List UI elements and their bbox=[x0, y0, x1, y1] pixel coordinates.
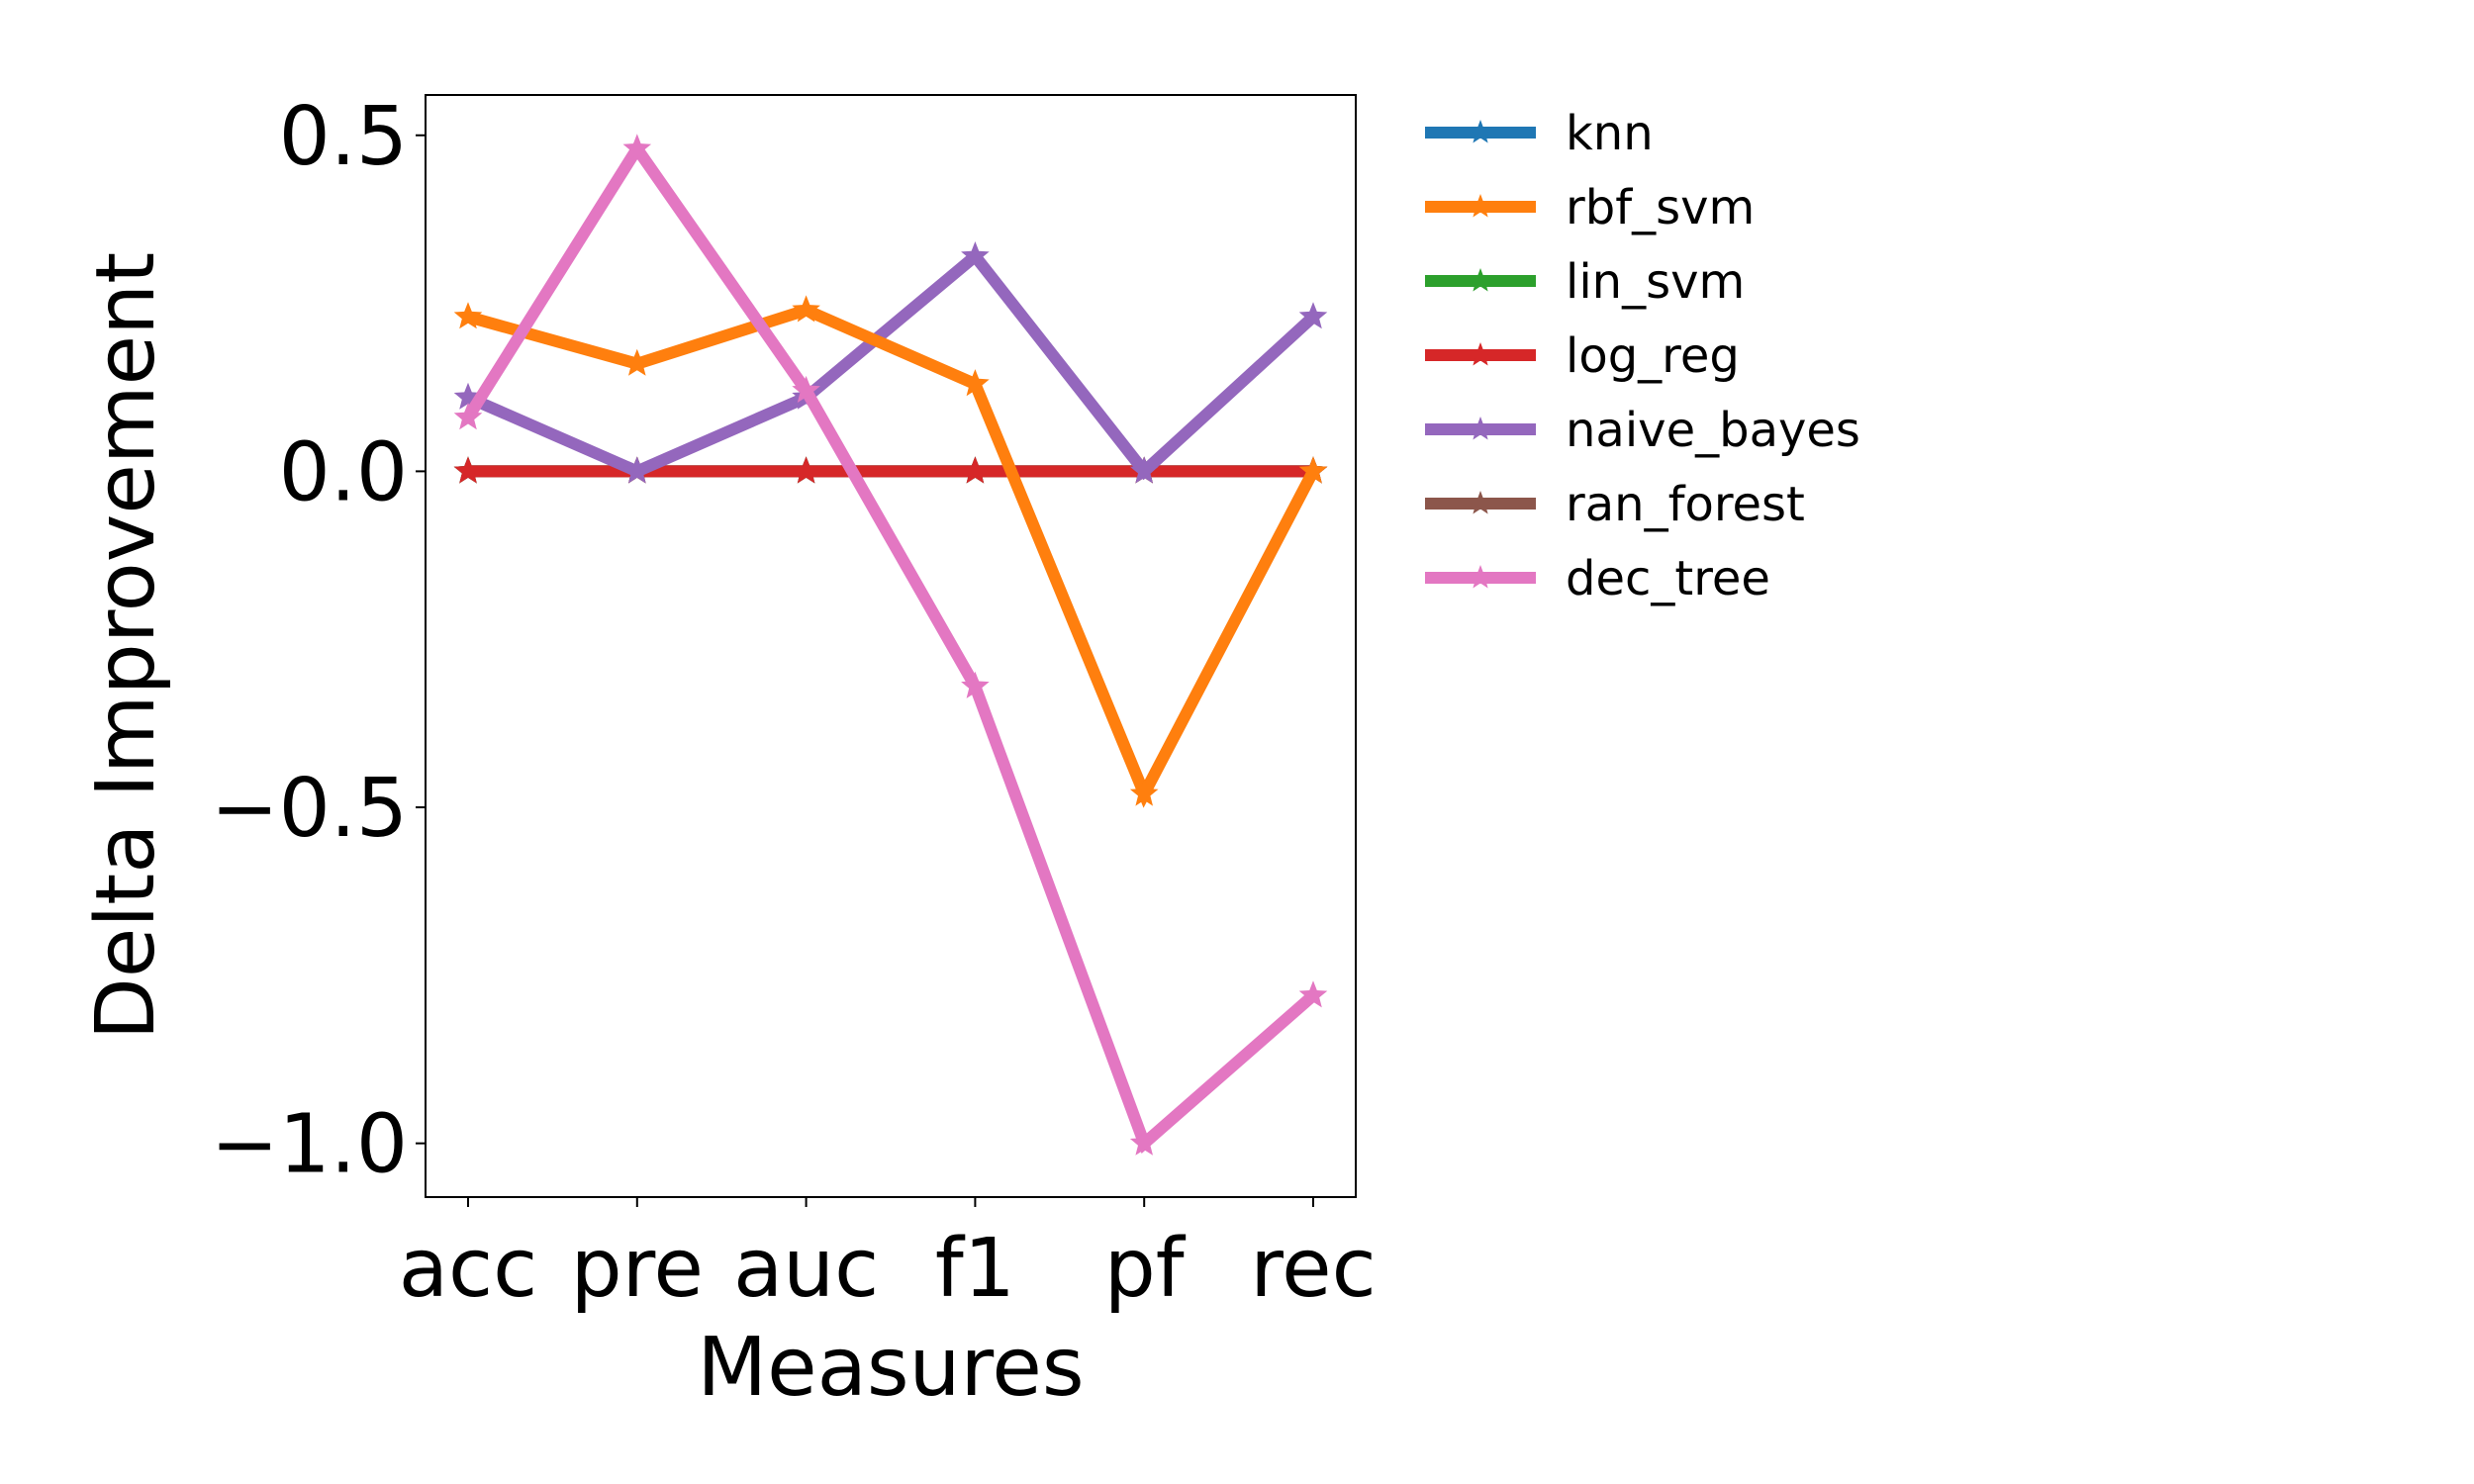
y-tick-label-3: −1.0 bbox=[211, 1098, 408, 1192]
series-line-dec_tree bbox=[462, 138, 1317, 1154]
series-line-naive_bayes bbox=[465, 247, 1318, 481]
point-rbf_svm-acc bbox=[453, 302, 483, 329]
y-ticks: 0.5 0.0 −0.5 −1.0 bbox=[211, 90, 426, 1192]
point-rbf_svm-rec bbox=[1298, 456, 1328, 484]
series-line-rbf_svm bbox=[466, 303, 1319, 808]
point-naive_bayes-acc bbox=[453, 382, 483, 410]
legend-marker-rbf_svm bbox=[1468, 194, 1493, 218]
point-dec_tree-rec bbox=[1298, 980, 1328, 1008]
x-tick-label-auc: auc bbox=[733, 1222, 879, 1316]
x-axis-label: Measures bbox=[697, 1321, 1084, 1415]
point-dec_tree-f1 bbox=[961, 671, 990, 698]
legend-label-knn: knn bbox=[1566, 106, 1654, 161]
point-rbf_svm-pf bbox=[1129, 779, 1159, 806]
point-dec_tree-auc bbox=[792, 375, 820, 403]
legend-marker-log_reg bbox=[1468, 342, 1493, 366]
y-tick-label-2: −0.5 bbox=[211, 762, 408, 856]
legend-label-rbf_svm: rbf_svm bbox=[1566, 180, 1755, 235]
point-log_reg-f1 bbox=[961, 456, 990, 484]
x-tick-label-acc: acc bbox=[399, 1222, 537, 1316]
plot-area bbox=[425, 94, 1357, 1198]
point-log_reg-acc bbox=[453, 456, 483, 484]
point-naive_bayes-pf bbox=[1129, 456, 1159, 484]
legend-label-lin_svm: lin_svm bbox=[1566, 254, 1745, 310]
x-tick-label-pre: pre bbox=[571, 1222, 704, 1316]
legend-marker-ran_forest bbox=[1468, 491, 1493, 514]
point-dec_tree-pre bbox=[622, 134, 652, 161]
legend-marker-lin_svm bbox=[1468, 268, 1493, 292]
point-naive_bayes-f1 bbox=[961, 241, 990, 269]
legend-label-naive_bayes: naive_bayes bbox=[1566, 403, 1860, 458]
legend-marker-knn bbox=[1468, 120, 1493, 143]
point-rbf_svm-f1 bbox=[961, 369, 990, 397]
y-tick-label-1: 0.0 bbox=[279, 425, 408, 519]
x-ticks: acc pre auc f1 pf rec bbox=[399, 1197, 1377, 1316]
series-lines bbox=[453, 134, 1328, 1156]
y-tick-label-0: 0.5 bbox=[279, 90, 408, 184]
legend-marker-dec_tree bbox=[1468, 565, 1493, 589]
x-tick-label-pf: pf bbox=[1104, 1222, 1187, 1316]
point-rbf_svm-pre bbox=[622, 348, 652, 376]
legend-marker-naive_bayes bbox=[1468, 417, 1493, 440]
x-tick-label-rec: rec bbox=[1250, 1222, 1376, 1316]
legend-label-dec_tree: dec_tree bbox=[1566, 551, 1770, 606]
point-naive_bayes-pre bbox=[622, 456, 652, 484]
point-dec_tree-acc bbox=[453, 403, 483, 430]
point-rbf_svm-auc bbox=[792, 295, 820, 323]
point-log_reg-auc bbox=[792, 456, 820, 484]
y-axis-label: Delta Improvement bbox=[79, 252, 173, 1040]
legend-label-log_reg: log_reg bbox=[1566, 328, 1740, 384]
point-dec_tree-pf bbox=[1129, 1128, 1159, 1156]
point-naive_bayes-rec bbox=[1298, 302, 1328, 329]
legend: knn rbf_svm lin_svm log_reg naive_bayes ran_f… bbox=[1425, 106, 1860, 606]
legend-label-ran_forest: ran_forest bbox=[1566, 477, 1805, 532]
x-tick-label-f1: f1 bbox=[935, 1222, 1015, 1316]
